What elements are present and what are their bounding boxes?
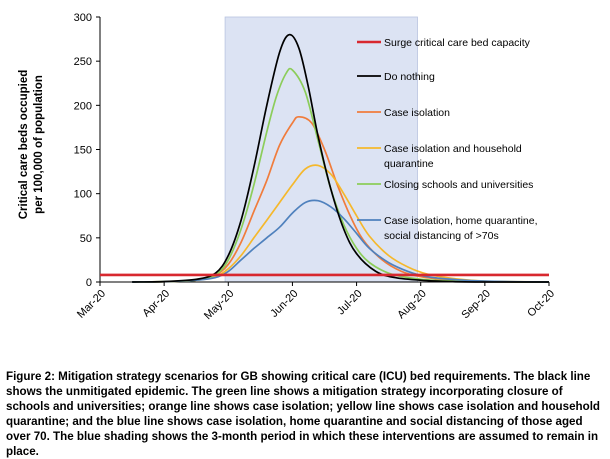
legend-label: Closing schools and universities — [384, 179, 533, 191]
legend-label: Case isolation and household — [384, 143, 522, 155]
legend-label: Do nothing — [384, 71, 435, 83]
series-line-4 — [132, 67, 550, 283]
x-tick-label: Jul-20 — [335, 288, 365, 318]
y-tick-label: 50 — [80, 233, 92, 245]
legend: Surge critical care bed capacity Do nothi… — [357, 37, 538, 242]
x-tick-label: Jun-20 — [268, 288, 300, 320]
y-tick-label: 200 — [74, 100, 92, 112]
legend-label: Surge critical care bed capacity — [384, 37, 531, 49]
series-line-1 — [132, 33, 549, 283]
x-tick-label: Sep-20 — [459, 288, 493, 322]
legend-label: Case isolation — [384, 107, 450, 119]
legend-label: Case isolation, home quarantine, — [384, 215, 538, 227]
series-layer — [100, 33, 550, 283]
legend-label: quarantine — [384, 158, 434, 170]
series-line-3 — [132, 164, 550, 283]
y-tick-label: 0 — [86, 277, 92, 289]
x-tick-label: Apr-20 — [140, 288, 172, 320]
x-tick-label: Oct-20 — [525, 288, 557, 320]
figure-caption: Figure 2: Mitigation strategy scenarios … — [6, 370, 601, 458]
chart: 0 50 100 150 200 250 300 Mar-20 Apr-20 May-20 Jun-… — [18, 12, 557, 322]
x-tick-label: Aug-20 — [395, 288, 429, 322]
legend-label: social distancing of >70s — [384, 230, 499, 242]
y-tick-label: 150 — [74, 145, 92, 157]
x-tick-label: May-20 — [202, 288, 236, 322]
y-tick-label: 100 — [74, 189, 92, 201]
y-axis-label-line: per 100,000 of population — [33, 75, 45, 214]
y-tick-label: 250 — [74, 56, 92, 68]
y-tick-label: 300 — [74, 12, 92, 24]
x-tick-label: Mar-20 — [75, 288, 108, 321]
y-axis-label-line: Critical care beds occupied — [18, 70, 30, 220]
y-axis-label: Critical care beds occupied per 100,000 o… — [18, 70, 45, 220]
